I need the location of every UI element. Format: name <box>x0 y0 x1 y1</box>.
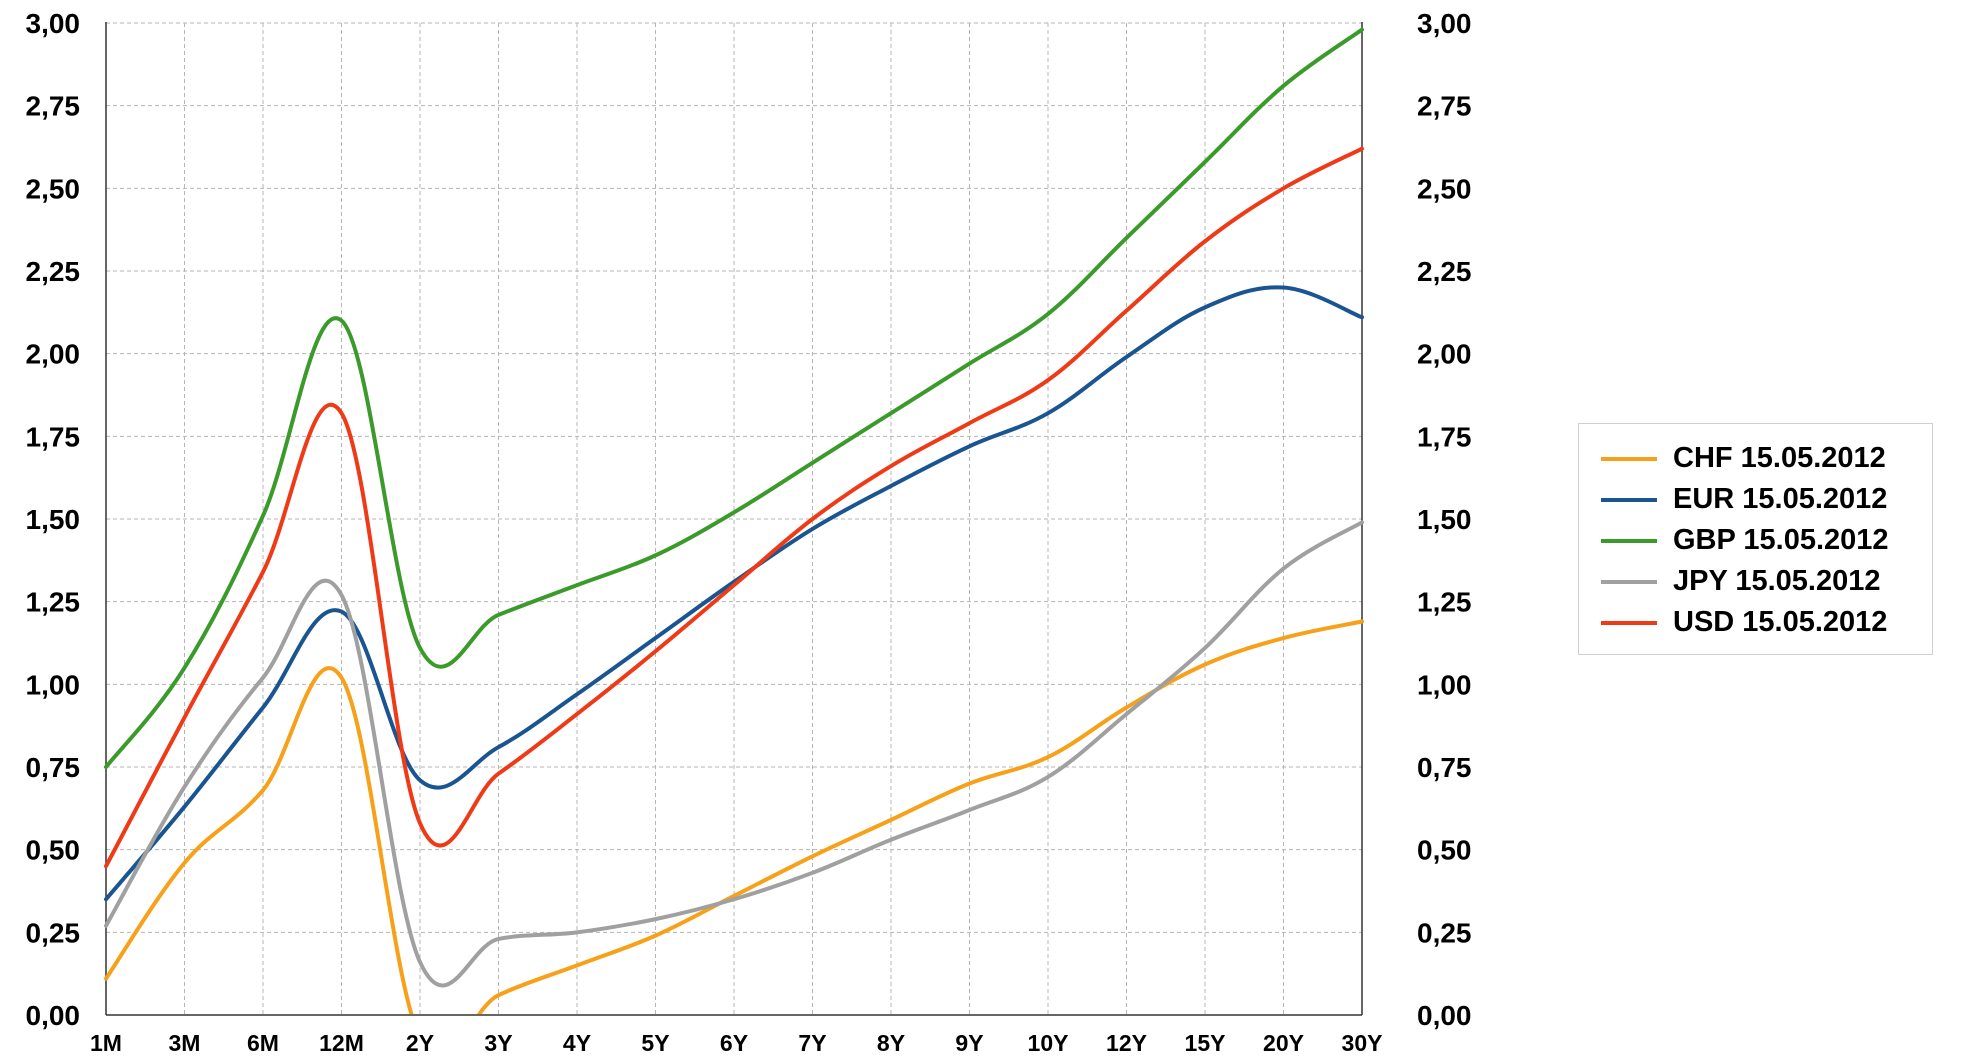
x-tick-label: 7Y <box>798 1030 826 1056</box>
legend-label: EUR 15.05.2012 <box>1673 483 1888 515</box>
y-tick-label-left: 1,50 <box>26 504 81 535</box>
y-tick-label-right: 2,75 <box>1417 91 1472 122</box>
series-line-chf <box>104 619 1364 1014</box>
x-tick-label: 4Y <box>563 1030 591 1056</box>
y-tick-label-left: 1,00 <box>26 669 81 700</box>
tick-labels: 0,00 0,00 0,25 0,25 0,50 0,50 0,75 0,75 1,00 1,00… <box>26 8 1472 1056</box>
y-tick-label-left: 1,75 <box>26 421 81 452</box>
legend-swatch <box>1601 538 1657 543</box>
x-tick-label: 20Y <box>1263 1030 1304 1056</box>
series-lines <box>104 27 1364 1014</box>
y-tick-label-right: 2,00 <box>1417 339 1472 370</box>
series-line-eur <box>104 285 1364 902</box>
y-tick-label-right: 2,25 <box>1417 256 1472 287</box>
legend-label: CHF 15.05.2012 <box>1673 442 1886 474</box>
y-tick-label-right: 1,50 <box>1417 504 1472 535</box>
x-tick-label: 6M <box>247 1030 279 1056</box>
y-tick-label-left: 3,00 <box>26 8 81 39</box>
x-tick-label: 2Y <box>406 1030 434 1056</box>
y-tick-label-left: 0,50 <box>26 835 81 866</box>
y-tick-label-left: 0,25 <box>26 917 81 948</box>
x-tick-label: 9Y <box>955 1030 983 1056</box>
legend-label: USD 15.05.2012 <box>1673 606 1888 638</box>
y-tick-label-left: 2,00 <box>26 339 81 370</box>
x-tick-label: 3Y <box>484 1030 512 1056</box>
series-line-gbp <box>104 27 1364 769</box>
x-tick-label: 6Y <box>720 1030 748 1056</box>
legend-label: GBP 15.05.2012 <box>1673 524 1889 556</box>
y-tick-label-left: 2,25 <box>26 256 81 287</box>
x-tick-label: 5Y <box>641 1030 669 1056</box>
y-tick-label-left: 1,25 <box>26 587 81 618</box>
legend-item-chf: CHF 15.05.2012 <box>1579 438 1932 479</box>
legend-item-gbp: GBP 15.05.2012 <box>1579 520 1932 561</box>
y-tick-label-right: 0,50 <box>1417 835 1472 866</box>
x-tick-label: 12M <box>319 1030 364 1056</box>
legend-swatch <box>1601 620 1657 625</box>
legend-swatch <box>1601 579 1657 584</box>
legend-label: JPY 15.05.2012 <box>1673 565 1881 597</box>
axes <box>105 22 1363 1016</box>
series-line-usd <box>104 146 1364 869</box>
y-tick-label-right: 3,00 <box>1417 8 1472 39</box>
y-tick-label-right: 2,50 <box>1417 173 1472 204</box>
y-tick-label-right: 1,75 <box>1417 421 1472 452</box>
y-tick-label-right: 1,25 <box>1417 587 1472 618</box>
x-tick-label: 8Y <box>877 1030 905 1056</box>
y-tick-label-left: 0,00 <box>26 1000 81 1031</box>
legend: CHF 15.05.2012 EUR 15.05.2012 GBP 15.05.… <box>1578 423 1933 655</box>
y-tick-label-right: 0,25 <box>1417 917 1472 948</box>
y-tick-label-right: 0,75 <box>1417 752 1472 783</box>
y-tick-label-right: 0,00 <box>1417 1000 1472 1031</box>
legend-item-eur: EUR 15.05.2012 <box>1579 479 1932 520</box>
y-tick-label-left: 0,75 <box>26 752 81 783</box>
legend-swatch <box>1601 497 1657 502</box>
y-tick-label-left: 2,50 <box>26 173 81 204</box>
x-tick-label: 15Y <box>1185 1030 1226 1056</box>
legend-item-usd: USD 15.05.2012 <box>1579 602 1932 643</box>
x-tick-label: 3M <box>169 1030 201 1056</box>
x-tick-label: 10Y <box>1028 1030 1069 1056</box>
legend-item-jpy: JPY 15.05.2012 <box>1579 561 1932 602</box>
y-tick-label-right: 1,00 <box>1417 669 1472 700</box>
series-line-jpy <box>104 520 1364 988</box>
x-tick-label: 30Y <box>1342 1030 1383 1056</box>
legend-swatch <box>1601 456 1657 461</box>
x-tick-label: 1M <box>90 1030 122 1056</box>
y-tick-label-left: 2,75 <box>26 91 81 122</box>
grid-lines <box>106 22 1362 1015</box>
x-tick-label: 12Y <box>1106 1030 1147 1056</box>
